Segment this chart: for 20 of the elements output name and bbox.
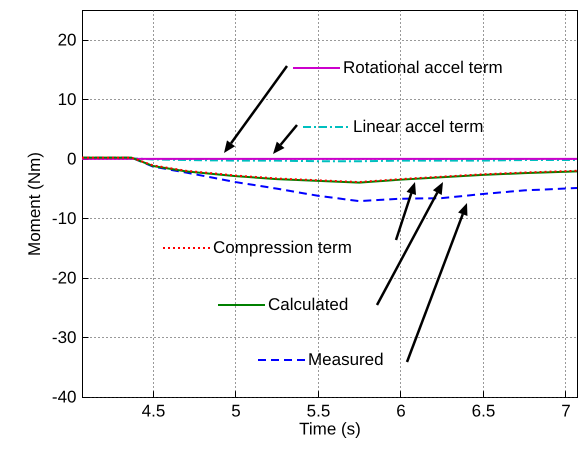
y-tick-label: -20 xyxy=(52,268,76,288)
x-tick-label: 6.5 xyxy=(472,402,496,420)
x-tick-label: 4.5 xyxy=(142,402,166,420)
y-axis-title: Moment (Nm) xyxy=(24,152,44,256)
x-tick-label: 5 xyxy=(231,402,241,420)
legend-label: Linear accel term xyxy=(353,117,484,136)
x-tick-label: 5.5 xyxy=(306,402,330,420)
legend-label: Rotational accel term xyxy=(343,58,503,77)
y-tick-label: 0 xyxy=(67,149,76,168)
y-tick-label: -40 xyxy=(52,388,76,406)
x-axis-title: Time (s) xyxy=(299,420,361,438)
y-tick-label: -30 xyxy=(52,328,76,347)
y-tick-label: -10 xyxy=(52,208,76,228)
legend-label: Measured xyxy=(308,350,384,369)
y-tick-label: 10 xyxy=(58,90,76,109)
legend-label: Compression term xyxy=(213,238,352,257)
legend-label: Calculated xyxy=(268,295,348,314)
x-tick-label: 6 xyxy=(396,402,406,420)
y-tick-label: 20 xyxy=(58,30,76,50)
x-tick-label: 7 xyxy=(561,402,571,420)
